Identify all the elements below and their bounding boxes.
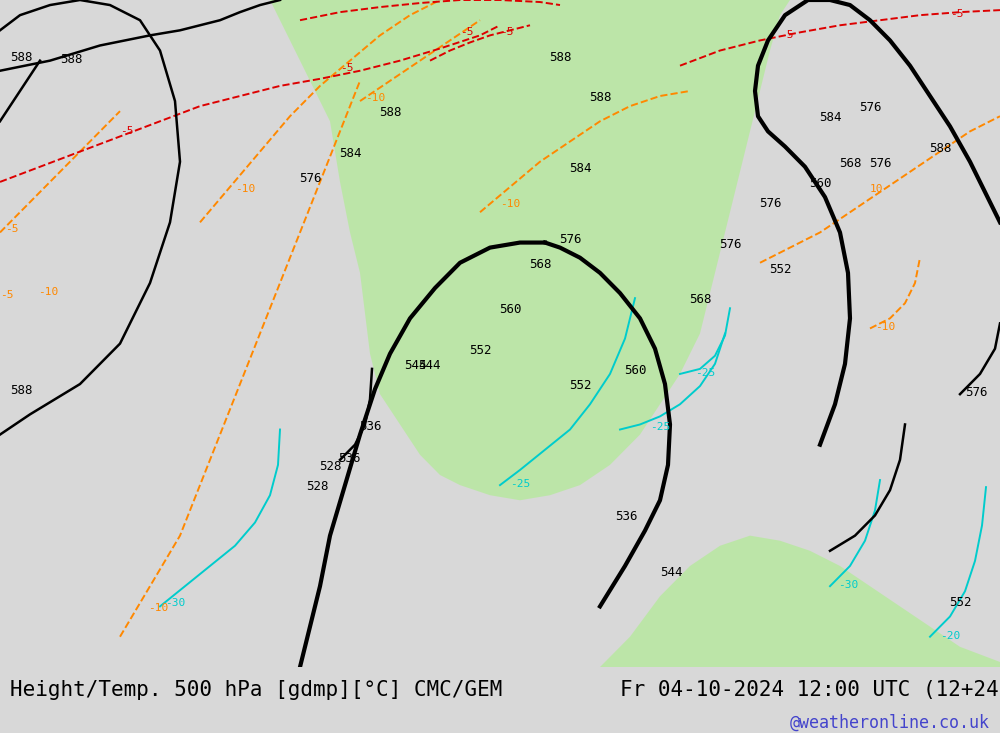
- Text: 588: 588: [929, 141, 951, 155]
- Text: 544: 544: [660, 566, 682, 579]
- Text: -5: -5: [0, 290, 14, 300]
- Text: -10: -10: [875, 323, 895, 333]
- Text: -5: -5: [780, 30, 794, 40]
- Polygon shape: [270, 0, 790, 500]
- Text: -5: -5: [340, 63, 354, 73]
- Text: -10: -10: [500, 199, 520, 209]
- Text: -10: -10: [148, 603, 168, 614]
- Text: 576: 576: [869, 157, 891, 170]
- Text: -10: -10: [365, 93, 385, 103]
- Text: 588: 588: [379, 106, 401, 119]
- Text: -20: -20: [940, 630, 960, 641]
- Text: 576: 576: [719, 237, 741, 251]
- Polygon shape: [600, 536, 1000, 667]
- Text: 560: 560: [499, 303, 521, 317]
- Text: 568: 568: [529, 258, 551, 270]
- Text: 536: 536: [338, 452, 360, 465]
- Text: @weatheronline.co.uk: @weatheronline.co.uk: [790, 714, 990, 732]
- Text: -30: -30: [165, 598, 185, 608]
- Text: 584: 584: [339, 147, 361, 160]
- Text: -30: -30: [838, 581, 858, 590]
- Text: -5: -5: [5, 224, 18, 235]
- Text: 576: 576: [859, 101, 881, 114]
- Text: 528: 528: [306, 480, 328, 493]
- Text: 588: 588: [549, 51, 571, 64]
- Text: -25: -25: [650, 421, 670, 432]
- Text: 576: 576: [965, 386, 988, 399]
- Text: -5: -5: [460, 27, 474, 37]
- Text: 576: 576: [559, 232, 581, 246]
- Text: 560: 560: [624, 364, 646, 377]
- Text: 552: 552: [769, 263, 791, 276]
- Text: -10: -10: [38, 287, 58, 297]
- Text: 544: 544: [418, 359, 440, 372]
- Text: 552: 552: [569, 379, 591, 392]
- Text: 568: 568: [689, 293, 711, 306]
- Text: 588: 588: [60, 53, 82, 66]
- Text: 536: 536: [615, 510, 638, 523]
- Text: 588: 588: [10, 51, 32, 64]
- Text: Height/Temp. 500 hPa [gdmp][°C] CMC/GEM: Height/Temp. 500 hPa [gdmp][°C] CMC/GEM: [10, 680, 502, 700]
- Text: 576: 576: [299, 172, 321, 185]
- Text: 576: 576: [759, 197, 781, 210]
- Text: 536: 536: [359, 419, 381, 432]
- Text: 588: 588: [10, 384, 32, 397]
- Text: 10: 10: [870, 184, 884, 194]
- Text: -5: -5: [120, 126, 134, 136]
- Text: 552: 552: [469, 344, 491, 357]
- Text: 584: 584: [569, 162, 591, 174]
- Text: -25: -25: [695, 368, 715, 378]
- Text: 568: 568: [839, 157, 861, 170]
- Text: Fr 04-10-2024 12:00 UTC (12+240): Fr 04-10-2024 12:00 UTC (12+240): [620, 680, 1000, 700]
- Text: -5: -5: [950, 10, 964, 19]
- Text: 552: 552: [949, 597, 971, 609]
- Text: -5: -5: [500, 27, 514, 37]
- Text: 584: 584: [819, 111, 841, 125]
- Text: -25: -25: [510, 479, 530, 489]
- Text: 528: 528: [319, 460, 341, 473]
- Text: 544: 544: [404, 359, 426, 372]
- Text: 560: 560: [809, 177, 831, 190]
- Text: 588: 588: [589, 91, 611, 104]
- Text: -10: -10: [235, 184, 255, 194]
